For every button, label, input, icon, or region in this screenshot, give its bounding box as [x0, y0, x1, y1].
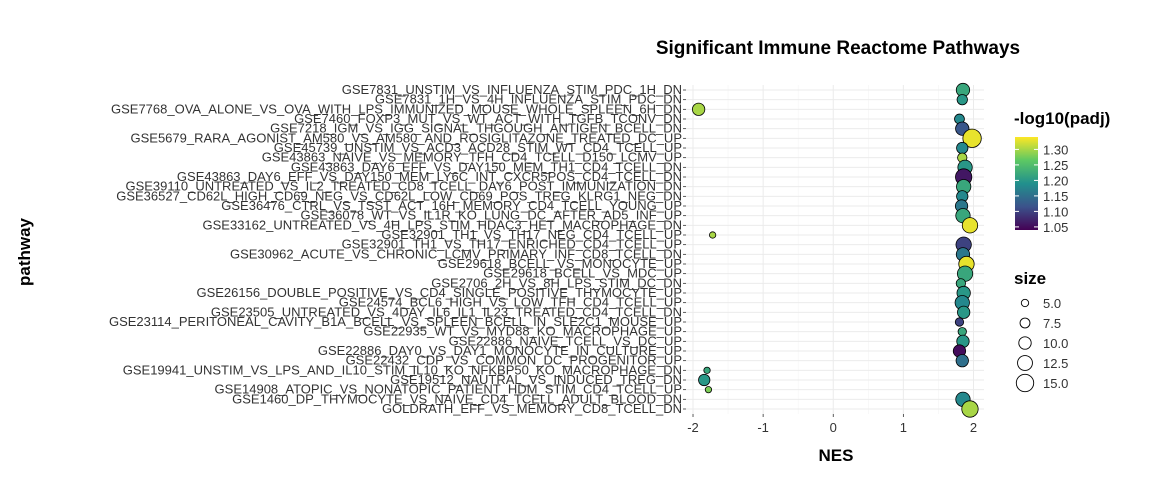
y-tick-label: GSE22886_DAY0_VS_DAY1_MONOCYTE_IN_CULTUR…: [318, 343, 682, 358]
data-point: [703, 366, 711, 374]
grid-lines: [686, 85, 984, 414]
y-tick-label: GSE43863_NAIVE_VS_MEMORY_TFH_CD4_TCELL_D…: [262, 150, 682, 165]
y-tick-label: GSE43863_DAY6_EFF_VS_DAY150_MEM_LY6C_INT…: [177, 169, 682, 184]
x-axis-label: NES: [819, 446, 854, 465]
y-tick-label: GSE36078_WT_VS_IL1R_KO_LUNG_DC_AFTER_AD5…: [301, 208, 683, 223]
y-tick-label: GSE19941_UNSTIM_VS_LPS_AND_IL10_STIM_IL1…: [123, 362, 682, 377]
y-tick-label: GSE36476_CTRL_VS_TSST_ACT_16H_MEMORY_CD4…: [221, 198, 682, 213]
size-legend-label: 5.0: [1043, 296, 1061, 311]
size-legend-key: [1015, 373, 1035, 393]
y-tick-label: GSE2706_2H_VS_8H_LPS_STIM_DC_DN: [431, 275, 682, 290]
x-tick-label: -1: [757, 420, 769, 435]
y-tick-label: GSE23114_PERITONEAL_CAVITY_B1A_BCELL_VS_…: [109, 314, 682, 329]
y-tick-label: GSE29618_BCELL_VS_MDC_UP: [483, 266, 682, 281]
data-point: [962, 128, 982, 148]
size-legend-key: [1019, 317, 1031, 329]
color-legend-label: 1.10: [1043, 204, 1068, 219]
y-tick-label: GSE5679_RARA_AGONIST_AM580_VS_AM580_AND_…: [130, 130, 682, 145]
y-axis-label: pathway: [15, 217, 34, 286]
y-tick-labels: GSE7831_UNSTIM_VS_INFLUENZA_STIM_PDC_1H_…: [109, 82, 686, 416]
x-tick-label: -2: [687, 420, 699, 435]
data-point: [955, 354, 969, 368]
y-tick-label: GSE26156_DOUBLE_POSITIVE_VS_CD4_SINGLE_P…: [196, 285, 682, 300]
y-tick-label: GSE22886_NAIVE_TCELL_VS_DC_UP: [449, 333, 682, 348]
y-tick-label: GSE24574_BCL6_HIGH_VS_LOW_TFH_CD4_TCELL_…: [339, 295, 682, 310]
data-point: [704, 386, 713, 394]
size-legend-label: 15.0: [1043, 376, 1068, 391]
size-legend: size 5.0 7.5 10.0 12.5 15.0: [1014, 269, 1068, 393]
color-legend-label: 1.15: [1043, 189, 1068, 204]
x-tick-label: 0: [830, 420, 837, 435]
data-point: [956, 94, 968, 106]
color-legend-label: 1.30: [1043, 142, 1068, 157]
x-tick-label: 1: [900, 420, 907, 435]
data-point: [961, 217, 979, 234]
y-tick-label: GSE7768_OVA_ALONE_VS_OVA_WITH_LPS_IMMUNI…: [111, 101, 682, 116]
data-points: [692, 82, 982, 418]
y-tick-label: GSE29618_BCELL_VS_MONOCYTE_UP: [438, 256, 682, 271]
size-legend-key: [1017, 355, 1033, 371]
y-tick-label: GSE45739_UNSTIM_VS_ACD3_ACD28_STIM_WT_CD…: [274, 140, 682, 155]
y-tick-label: GSE1460_DP_THYMOCYTE_VS_NAIVE_CD4_TCELL_…: [232, 391, 682, 406]
size-legend-key: [1018, 336, 1032, 350]
color-legend-label: 1.05: [1043, 220, 1068, 235]
y-tick-label: GSE7460_FOXP3_MUT_VS_WT_ACT_WITH_TGFB_TC…: [294, 111, 682, 126]
data-point: [957, 327, 967, 337]
data-point: [709, 231, 717, 239]
data-point: [954, 317, 965, 327]
data-point: [956, 141, 969, 155]
y-tick-label: GSE14908_ATOPIC_VS_NONATOPIC_PATIENT_HDM…: [215, 382, 682, 397]
color-legend-label: 1.25: [1043, 158, 1068, 173]
y-tick-label: GSE32901_TH1_VS_TH17_ENRICHED_CD4_TCELL_…: [342, 237, 682, 252]
y-tick-label: GSE30962_ACUTE_VS_CHRONIC_LCMV_PRIMARY_I…: [230, 246, 682, 261]
size-legend-label: 7.5: [1043, 316, 1061, 331]
chart-title: Significant Immune Reactome Pathways: [656, 38, 1020, 59]
y-tick-label: GSE32901_TH1_VS_TH17_NEG_CD4_TCELL_UP: [381, 227, 682, 242]
y-tick-label: GSE7218_IGM_VS_IGG_SIGNAL_THGOUGH_ANTIGE…: [270, 121, 682, 136]
y-tick-label: GSE36527_CD62L_HIGH_CD69_NEG_VS_CD62L_LO…: [116, 188, 682, 203]
x-tick-label: 2: [970, 420, 977, 435]
data-point: [957, 305, 971, 319]
y-tick-label: GSE19512_NAUTRAL_VS_INDUCED_TREG_DN: [390, 372, 682, 387]
data-point: [961, 400, 979, 418]
y-tick-label: GSE33162_UNTREATED_VS_4H_LPS_STIM_HDAC3_…: [203, 217, 682, 232]
y-tick-label: GSE23505_UNTREATED_VS_4DAY_IL6_IL1_IL23_…: [211, 304, 682, 319]
size-legend-key: [1020, 298, 1030, 308]
y-tick-label: GSE22935_WT_VS_MYD88_KO_MACROPHAGE_UP: [363, 324, 682, 339]
color-legend-title: -log10(padj): [1014, 109, 1110, 128]
color-legend: -log10(padj) 1.051.101.151.201.251.30: [1014, 109, 1110, 235]
y-tick-label: GSE7831_1H_VS_4H_INFLUENZA_STIM_PDC_DN: [375, 92, 682, 107]
size-legend-title: size: [1014, 269, 1046, 288]
color-bar: [1015, 137, 1038, 230]
data-point: [692, 102, 706, 116]
size-legend-label: 10.0: [1043, 336, 1068, 351]
size-legend-label: 12.5: [1043, 356, 1068, 371]
y-tick-label: GSE39110_UNTREATED_VS_IL2_TREATED_CD8_TC…: [125, 179, 682, 194]
y-tick-label: GSE22432_CDP_VS_COMMON_DC_PROGENITOR_UP: [346, 353, 682, 368]
y-tick-label: GSE43863_DAY6_EFF_VS_DAY150_MEM_TH1_CD4_…: [291, 159, 682, 174]
color-legend-label: 1.20: [1043, 173, 1068, 188]
data-point: [698, 373, 711, 387]
y-tick-label: GSE7831_UNSTIM_VS_INFLUENZA_STIM_PDC_1H_…: [342, 82, 682, 97]
y-tick-label: GOLDRATH_EFF_VS_MEMORY_CD8_TCELL_DN: [382, 401, 682, 416]
